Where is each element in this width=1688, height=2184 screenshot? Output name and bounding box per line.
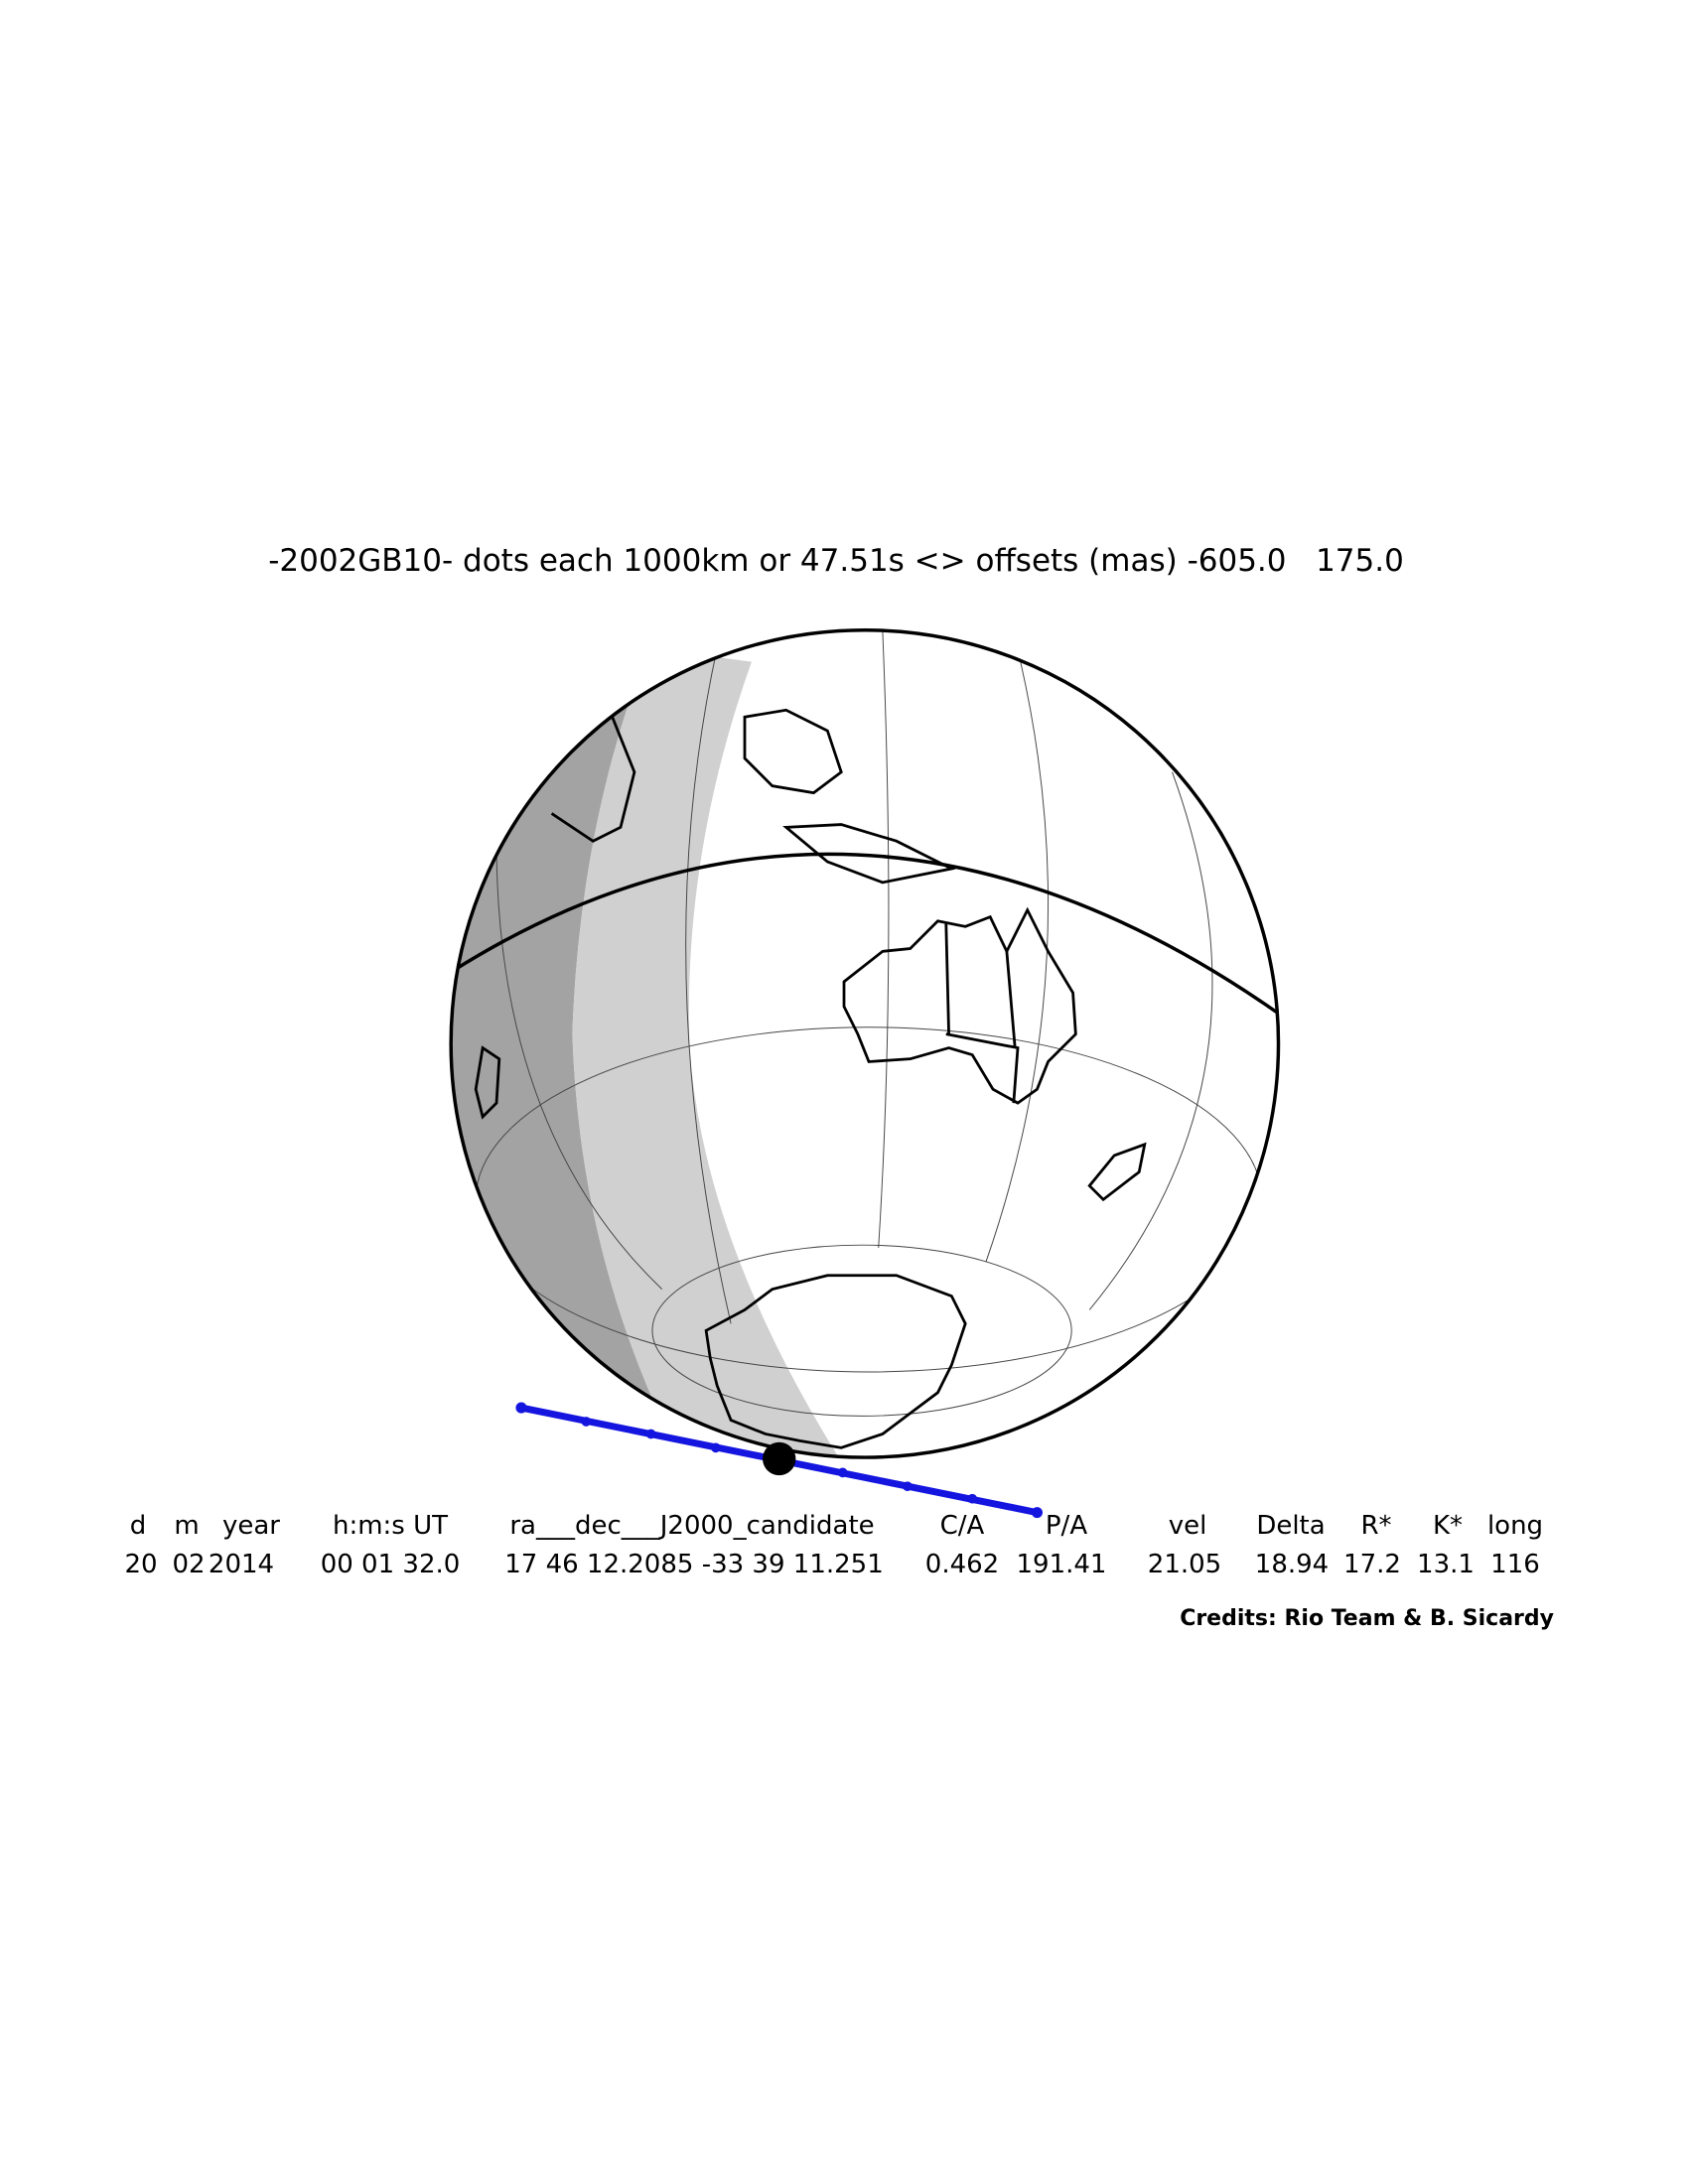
table-header: Delta <box>1256 1511 1325 1541</box>
credits: Credits: Rio Team & B. Sicardy <box>1180 1606 1554 1631</box>
table-header: C/A <box>940 1511 985 1541</box>
table-cell: 20 <box>124 1550 157 1579</box>
table-cell: 17.2 <box>1343 1550 1401 1579</box>
data-table: d m year h:m:s UT ra___dec___J2000_candidate… <box>124 1511 1543 1579</box>
title: -2002GB10- dots each 1000km or 47.51s <>… <box>268 543 1404 579</box>
table-cell: 18.94 <box>1255 1550 1329 1579</box>
table-header: ra___dec___J2000_candidate <box>509 1511 874 1541</box>
table-cell: 116 <box>1490 1550 1540 1579</box>
table-cell: 02 <box>172 1550 205 1579</box>
table-cell: 2014 <box>209 1550 274 1579</box>
twilight-shade <box>572 647 842 1458</box>
table-cell: 191.41 <box>1017 1550 1107 1579</box>
table-header: P/A <box>1046 1511 1087 1541</box>
table-cell: 21.05 <box>1148 1550 1221 1579</box>
globe-map <box>449 627 1281 1519</box>
table-header: m <box>174 1511 199 1541</box>
table-header: vel <box>1169 1511 1207 1541</box>
equator <box>451 852 1279 1016</box>
table-cell: 17 46 12.2085 -33 39 11.251 <box>504 1550 884 1579</box>
table-cell: 13.1 <box>1417 1550 1475 1579</box>
coastlines <box>474 702 1147 1449</box>
table-header: d <box>130 1511 147 1541</box>
closest-approach <box>763 1441 796 1476</box>
shadow-path <box>515 1402 1044 1519</box>
table-header: long <box>1487 1511 1543 1541</box>
table-header: year <box>222 1511 280 1541</box>
table-cell: 0.462 <box>925 1550 999 1579</box>
table-header: K* <box>1433 1511 1463 1541</box>
table-header: h:m:s UT <box>333 1511 448 1541</box>
table-header: R* <box>1360 1511 1391 1541</box>
table-cell: 00 01 32.0 <box>321 1550 461 1579</box>
